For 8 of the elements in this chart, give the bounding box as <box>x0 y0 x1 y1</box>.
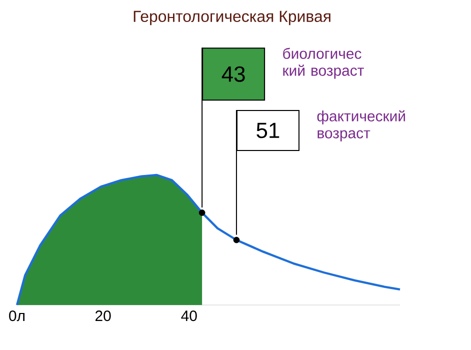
annotation: 51 <box>256 122 280 138</box>
text: фактический возраст <box>317 110 405 142</box>
x-tick-label: 20 <box>96 310 111 322</box>
x-tick-label: 0л <box>9 310 24 322</box>
x-tick-label: 40 <box>181 310 197 322</box>
chart-title: Геронтологическая Кривая <box>134 10 330 26</box>
text: биологичес кий возраст <box>283 48 364 79</box>
annotation: 43 <box>222 66 245 82</box>
